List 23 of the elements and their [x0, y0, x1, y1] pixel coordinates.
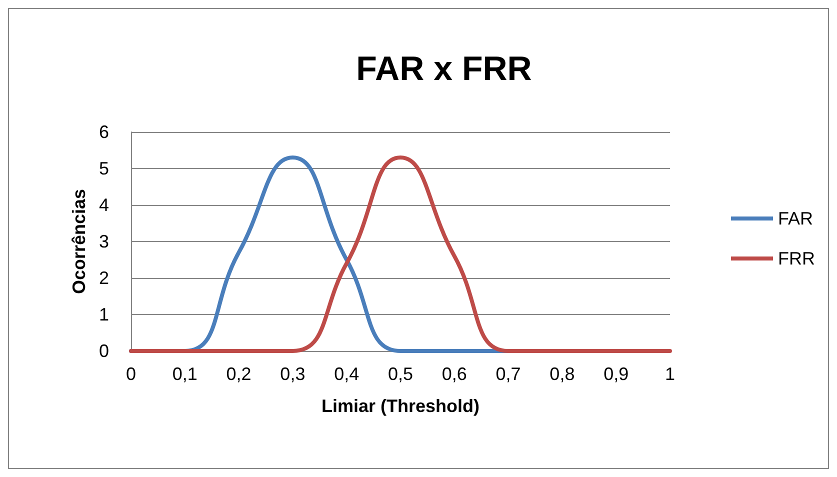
y-axis-title: Ocorrências [69, 188, 90, 294]
x-axis-title: Limiar (Threshold) [321, 396, 480, 416]
chart-title: FAR x FRR [356, 50, 532, 88]
x-tick-label: 0,3 [280, 364, 306, 384]
legend-label: FAR [778, 208, 814, 228]
x-tick-label: 0,4 [334, 364, 360, 384]
x-tick-label: 0 [126, 364, 136, 384]
y-tick-label: 0 [98, 341, 109, 361]
y-tick-label: 2 [98, 268, 109, 288]
x-tick-label: 1 [664, 364, 676, 384]
y-tick-label: 1 [98, 304, 109, 324]
x-tick-label: 0,8 [550, 364, 575, 384]
x-tick-label: 0,5 [388, 364, 414, 384]
y-tick-label: 6 [98, 122, 109, 142]
y-tick-label: 5 [98, 158, 109, 178]
x-tick-label: 0,2 [226, 364, 252, 384]
x-tick-label: 0,7 [496, 364, 521, 384]
legend-label: FRR [778, 248, 816, 268]
y-tick-label: 3 [98, 232, 109, 252]
x-tick-label: 0,6 [442, 364, 467, 384]
x-tick-label: 0,9 [604, 364, 629, 384]
x-tick-label: 0,1 [172, 364, 198, 384]
y-tick-label: 4 [98, 195, 109, 215]
